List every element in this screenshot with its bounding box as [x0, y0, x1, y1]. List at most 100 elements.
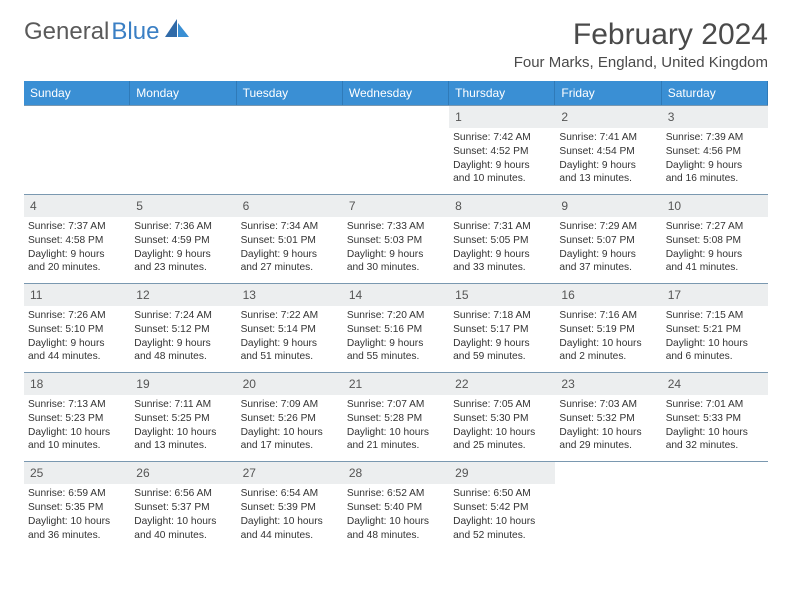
calendar-cell: 3Sunrise: 7:39 AMSunset: 4:56 PMDaylight… [662, 105, 768, 194]
day-info: Sunrise: 7:22 AMSunset: 5:14 PMDaylight:… [241, 309, 339, 364]
day-number: 11 [30, 288, 42, 302]
calendar-cell: 9 Sunrise: 7:29 AMSunset: 5:07 PMDaylight… [555, 194, 661, 283]
day-number: 7 [349, 199, 356, 213]
day-info: Sunrise: 7:07 AMSunset: 5:28 PMDaylight:… [347, 398, 445, 453]
info-line: Sunrise: 6:59 AM [28, 487, 126, 501]
day-number: 20 [243, 377, 256, 391]
day-number: 13 [243, 288, 256, 302]
info-line: Sunset: 5:25 PM [134, 412, 232, 426]
info-line: Sunrise: 7:20 AM [347, 309, 445, 323]
info-line: Daylight: 9 hours [134, 337, 232, 351]
daynum-row: 18 [24, 373, 130, 395]
info-line: Daylight: 10 hours [453, 426, 551, 440]
day-number: 17 [668, 288, 681, 302]
info-line: and 2 minutes. [559, 350, 657, 364]
info-line: Sunrise: 7:29 AM [559, 220, 657, 234]
info-line: Sunset: 5:23 PM [28, 412, 126, 426]
day-info: Sunrise: 6:56 AMSunset: 5:37 PMDaylight:… [134, 487, 232, 542]
daynum-row: 19 [130, 373, 236, 395]
calendar-cell: 26 Sunrise: 6:56 AMSunset: 5:37 PMDayligh… [130, 461, 236, 550]
day-info: Sunrise: 7:15 AMSunset: 5:21 PMDaylight:… [666, 309, 764, 364]
daynum-row: 26 [130, 462, 236, 484]
daynum-row: 24 [662, 373, 768, 395]
info-line: Sunrise: 6:50 AM [453, 487, 551, 501]
info-line: Sunset: 5:28 PM [347, 412, 445, 426]
info-line: Sunrise: 7:11 AM [134, 398, 232, 412]
info-line: and 16 minutes. [666, 172, 764, 186]
daynum-row: 5 [130, 195, 236, 217]
day-header: Saturday [662, 81, 768, 105]
daynum-row: 9 [555, 195, 661, 217]
info-line: Sunrise: 7:27 AM [666, 220, 764, 234]
info-line: Sunset: 5:16 PM [347, 323, 445, 337]
info-line: Sunrise: 7:05 AM [453, 398, 551, 412]
info-line: Sunset: 5:14 PM [241, 323, 339, 337]
info-line: Daylight: 9 hours [559, 159, 657, 173]
daynum-row: 6 [237, 195, 343, 217]
info-line: Sunrise: 7:36 AM [134, 220, 232, 234]
logo: GeneralBlue [24, 18, 191, 46]
daynum-row: 10 [662, 195, 768, 217]
info-line: and 13 minutes. [559, 172, 657, 186]
info-line: and 21 minutes. [347, 439, 445, 453]
info-line: and 41 minutes. [666, 261, 764, 275]
info-line: and 32 minutes. [666, 439, 764, 453]
calendar-cell [555, 461, 661, 550]
calendar-cell: 29Sunrise: 6:50 AMSunset: 5:42 PMDayligh… [449, 461, 555, 550]
info-line: and 48 minutes. [347, 529, 445, 543]
daynum-row: 13 [237, 284, 343, 306]
info-line: Daylight: 10 hours [28, 426, 126, 440]
day-number: 5 [136, 199, 143, 213]
info-line: Daylight: 10 hours [134, 426, 232, 440]
calendar-cell: 4Sunrise: 7:37 AMSunset: 4:58 PMDaylight… [24, 194, 130, 283]
day-number: 14 [349, 288, 362, 302]
calendar-cell: 27Sunrise: 6:54 AMSunset: 5:39 PMDayligh… [237, 461, 343, 550]
info-line: Daylight: 9 hours [347, 337, 445, 351]
calendar-cell: 6 Sunrise: 7:34 AMSunset: 5:01 PMDaylight… [237, 194, 343, 283]
calendar-cell: 25Sunrise: 6:59 AMSunset: 5:35 PMDayligh… [24, 461, 130, 550]
info-line: Daylight: 9 hours [241, 248, 339, 262]
info-line: Sunrise: 7:22 AM [241, 309, 339, 323]
day-number: 22 [455, 377, 468, 391]
day-info: Sunrise: 7:34 AMSunset: 5:01 PMDaylight:… [241, 220, 339, 275]
info-line: Daylight: 10 hours [559, 426, 657, 440]
calendar-cell: 13 Sunrise: 7:22 AMSunset: 5:14 PMDayligh… [237, 283, 343, 372]
calendar-cell: 21Sunrise: 7:07 AMSunset: 5:28 PMDayligh… [343, 372, 449, 461]
info-line: and 48 minutes. [134, 350, 232, 364]
calendar-cell: 11Sunrise: 7:26 AMSunset: 5:10 PMDayligh… [24, 283, 130, 372]
daynum-row: 23 [555, 373, 661, 395]
title-block: February 2024 Four Marks, England, Unite… [514, 18, 768, 71]
info-line: Sunset: 4:52 PM [453, 145, 551, 159]
info-line: Daylight: 10 hours [347, 426, 445, 440]
info-line: Sunset: 4:54 PM [559, 145, 657, 159]
info-line: Sunrise: 7:01 AM [666, 398, 764, 412]
info-line: Daylight: 10 hours [666, 337, 764, 351]
info-line: Sunrise: 7:09 AM [241, 398, 339, 412]
day-info: Sunrise: 7:29 AMSunset: 5:07 PMDaylight:… [559, 220, 657, 275]
info-line: and 33 minutes. [453, 261, 551, 275]
day-info: Sunrise: 7:18 AMSunset: 5:17 PMDaylight:… [453, 309, 551, 364]
calendar-cell: 18Sunrise: 7:13 AMSunset: 5:23 PMDayligh… [24, 372, 130, 461]
daynum-row: 1 [449, 106, 555, 128]
info-line: and 44 minutes. [28, 350, 126, 364]
info-line: Daylight: 9 hours [666, 248, 764, 262]
info-line: Sunset: 5:35 PM [28, 501, 126, 515]
calendar-cell [24, 105, 130, 194]
info-line: and 55 minutes. [347, 350, 445, 364]
info-line: and 6 minutes. [666, 350, 764, 364]
info-line: and 37 minutes. [559, 261, 657, 275]
info-line: Sunrise: 7:39 AM [666, 131, 764, 145]
calendar-cell: 1Sunrise: 7:42 AMSunset: 4:52 PMDaylight… [449, 105, 555, 194]
info-line: and 17 minutes. [241, 439, 339, 453]
info-line: Daylight: 9 hours [347, 248, 445, 262]
calendar-cell: 14 Sunrise: 7:20 AMSunset: 5:16 PMDayligh… [343, 283, 449, 372]
daynum-row: 12 [130, 284, 236, 306]
info-line: Sunset: 5:26 PM [241, 412, 339, 426]
day-info: Sunrise: 7:16 AMSunset: 5:19 PMDaylight:… [559, 309, 657, 364]
day-info: Sunrise: 7:24 AMSunset: 5:12 PMDaylight:… [134, 309, 232, 364]
info-line: and 36 minutes. [28, 529, 126, 543]
info-line: and 29 minutes. [559, 439, 657, 453]
info-line: Sunrise: 7:37 AM [28, 220, 126, 234]
info-line: Sunset: 5:30 PM [453, 412, 551, 426]
info-line: Sunrise: 6:56 AM [134, 487, 232, 501]
